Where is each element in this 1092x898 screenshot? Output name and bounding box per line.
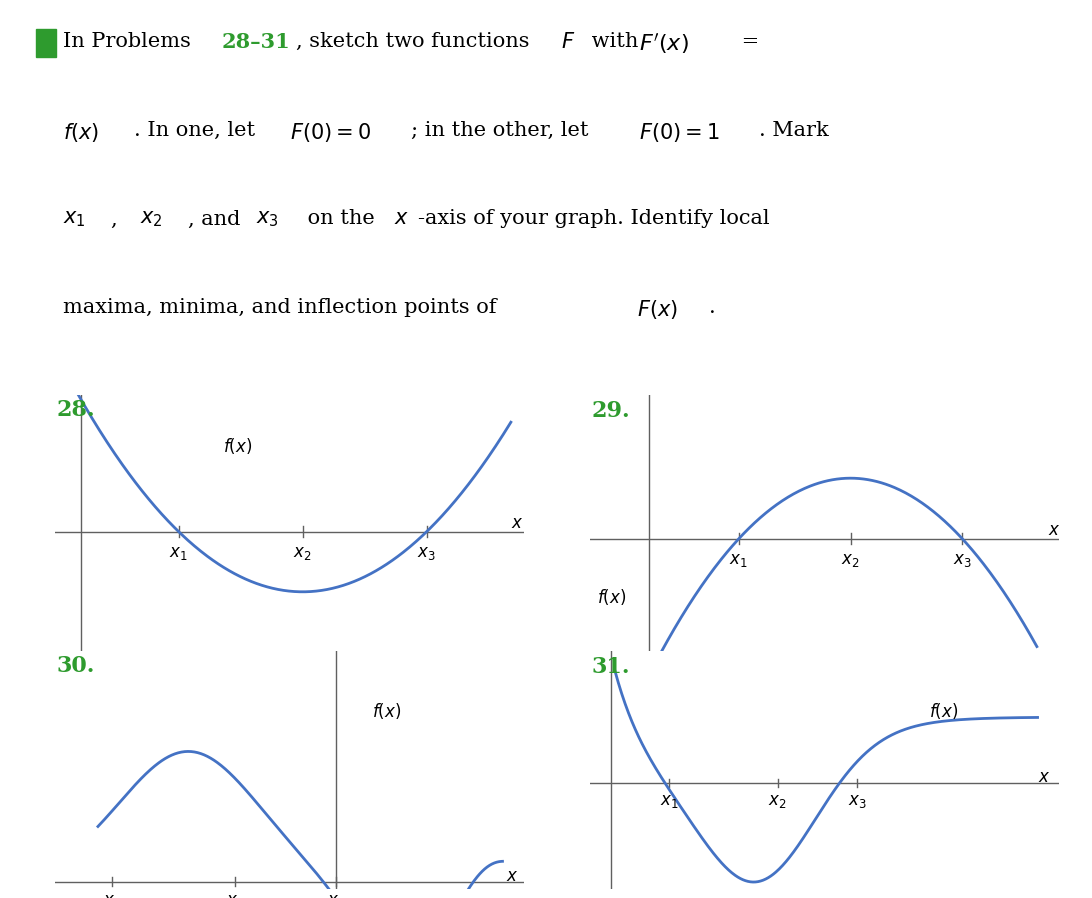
Text: , and: , and xyxy=(188,209,247,228)
Text: $x_3$: $x_3$ xyxy=(847,793,866,809)
Text: on the: on the xyxy=(301,209,382,228)
Text: -axis of your graph. Identify local: -axis of your graph. Identify local xyxy=(418,209,770,228)
Text: $x$: $x$ xyxy=(394,209,410,228)
Text: $x$: $x$ xyxy=(1037,769,1051,786)
Text: ; in the other, let: ; in the other, let xyxy=(411,120,595,139)
Text: 30.: 30. xyxy=(56,655,94,677)
Text: ,: , xyxy=(111,209,131,228)
Text: $x_3$: $x_3$ xyxy=(417,545,436,562)
Text: In Problems: In Problems xyxy=(63,31,198,50)
Bar xyxy=(36,29,56,57)
Text: $F$: $F$ xyxy=(561,31,575,51)
Text: $x_2$: $x_2$ xyxy=(841,552,859,569)
Text: $x$: $x$ xyxy=(1048,523,1060,539)
Text: =: = xyxy=(735,31,759,50)
Text: $F(0) = 0$: $F(0) = 0$ xyxy=(290,120,371,144)
Text: $x_1$: $x_1$ xyxy=(660,793,678,809)
Text: $x_2$: $x_2$ xyxy=(294,545,312,562)
Text: $x_2$: $x_2$ xyxy=(140,209,163,229)
Text: $f(x)$: $f(x)$ xyxy=(372,700,402,720)
Text: with: with xyxy=(585,31,645,50)
Text: $F(0) = 1$: $F(0) = 1$ xyxy=(639,120,720,144)
Text: $F'(x)$: $F'(x)$ xyxy=(639,31,689,56)
Text: 28–31: 28–31 xyxy=(222,31,290,51)
Text: $x_1$: $x_1$ xyxy=(169,545,188,562)
Text: $f(x)$: $f(x)$ xyxy=(597,587,627,607)
Text: 28.: 28. xyxy=(57,400,95,421)
Text: 31.: 31. xyxy=(591,656,630,678)
Text: 29.: 29. xyxy=(591,400,630,421)
Text: $x_1$: $x_1$ xyxy=(729,552,748,569)
Text: $x_2$: $x_2$ xyxy=(769,793,786,809)
Text: . In one, let: . In one, let xyxy=(134,120,262,139)
Text: $f(x)$: $f(x)$ xyxy=(929,700,959,720)
Text: $x_2$: $x_2$ xyxy=(226,893,245,898)
Text: $x_3$: $x_3$ xyxy=(953,552,972,569)
Text: $f(x)$: $f(x)$ xyxy=(63,120,99,144)
Text: $x_1$: $x_1$ xyxy=(63,209,86,229)
Text: .: . xyxy=(709,298,715,317)
Text: maxima, minima, and inflection points of: maxima, minima, and inflection points of xyxy=(63,298,503,317)
Text: , sketch two functions: , sketch two functions xyxy=(296,31,536,50)
Text: $F(x)$: $F(x)$ xyxy=(637,298,677,321)
Text: . Mark: . Mark xyxy=(759,120,829,139)
Text: $x$: $x$ xyxy=(511,515,523,533)
Text: $x_3$: $x_3$ xyxy=(327,893,346,898)
Text: $x_3$: $x_3$ xyxy=(256,209,278,229)
Text: $x$: $x$ xyxy=(506,867,519,885)
Text: $x_1$: $x_1$ xyxy=(103,893,121,898)
Text: $f(x)$: $f(x)$ xyxy=(223,436,252,456)
